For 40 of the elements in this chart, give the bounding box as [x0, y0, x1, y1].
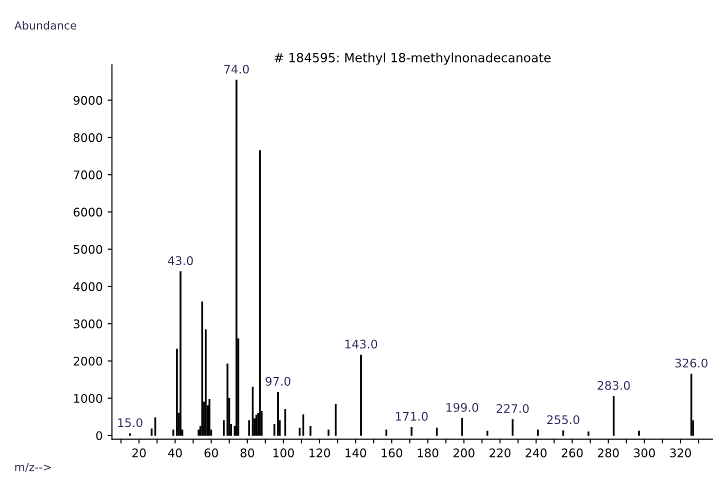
y-axis-title: Abundance	[14, 21, 76, 30]
annotation: 255.0	[547, 415, 580, 424]
x-axis-title: m/z-->	[15, 462, 51, 472]
x-tick-label: 20	[132, 448, 146, 458]
x-tick-label: 180	[418, 448, 438, 458]
y-tick-label: 7000	[74, 170, 102, 180]
x-tick-label: 100	[273, 448, 294, 458]
x-tick-label: 260	[562, 448, 583, 458]
annotation: 143.0	[345, 340, 378, 349]
x-tick-label: 300	[634, 448, 655, 458]
y-tick-label: 6000	[74, 208, 102, 217]
x-tick-label: 200	[454, 448, 474, 458]
annotation: 15.0	[118, 418, 142, 428]
x-tick-label: 80	[240, 448, 254, 458]
y-tick-label: 9000	[74, 96, 102, 105]
y-tick-label: 4000	[73, 282, 102, 292]
annotation: 227.0	[496, 404, 529, 413]
x-tick-label: 240	[526, 448, 547, 458]
y-tick-label: 1000	[74, 394, 102, 403]
y-tick-label: 0	[96, 431, 102, 440]
x-tick-label: 60	[204, 448, 218, 458]
x-tick-label: 140	[346, 448, 366, 458]
x-tick-label: 280	[598, 448, 619, 458]
x-tick-label: 40	[168, 448, 182, 458]
annotation: 74.0	[224, 64, 249, 74]
x-tick-label: 120	[310, 448, 330, 458]
annotation: 171.0	[396, 412, 428, 421]
y-tick-label: 2000	[74, 356, 102, 366]
x-tick-label: 320	[670, 448, 691, 458]
y-tick-label: 3000	[74, 319, 102, 328]
annotation: 43.0	[168, 256, 193, 266]
x-tick-label: 160	[382, 448, 402, 458]
y-tick-label: 5000	[74, 244, 102, 254]
x-tick-label: 220	[490, 448, 510, 458]
annotation: 326.0	[675, 358, 708, 368]
y-tick-label: 8000	[74, 133, 102, 142]
chart-title: # 184595: Methyl 18-methylnonadecanoate	[274, 52, 551, 65]
annotation: 199.0	[446, 402, 478, 412]
annotation: 97.0	[266, 376, 290, 386]
annotation: 283.0	[598, 380, 630, 390]
